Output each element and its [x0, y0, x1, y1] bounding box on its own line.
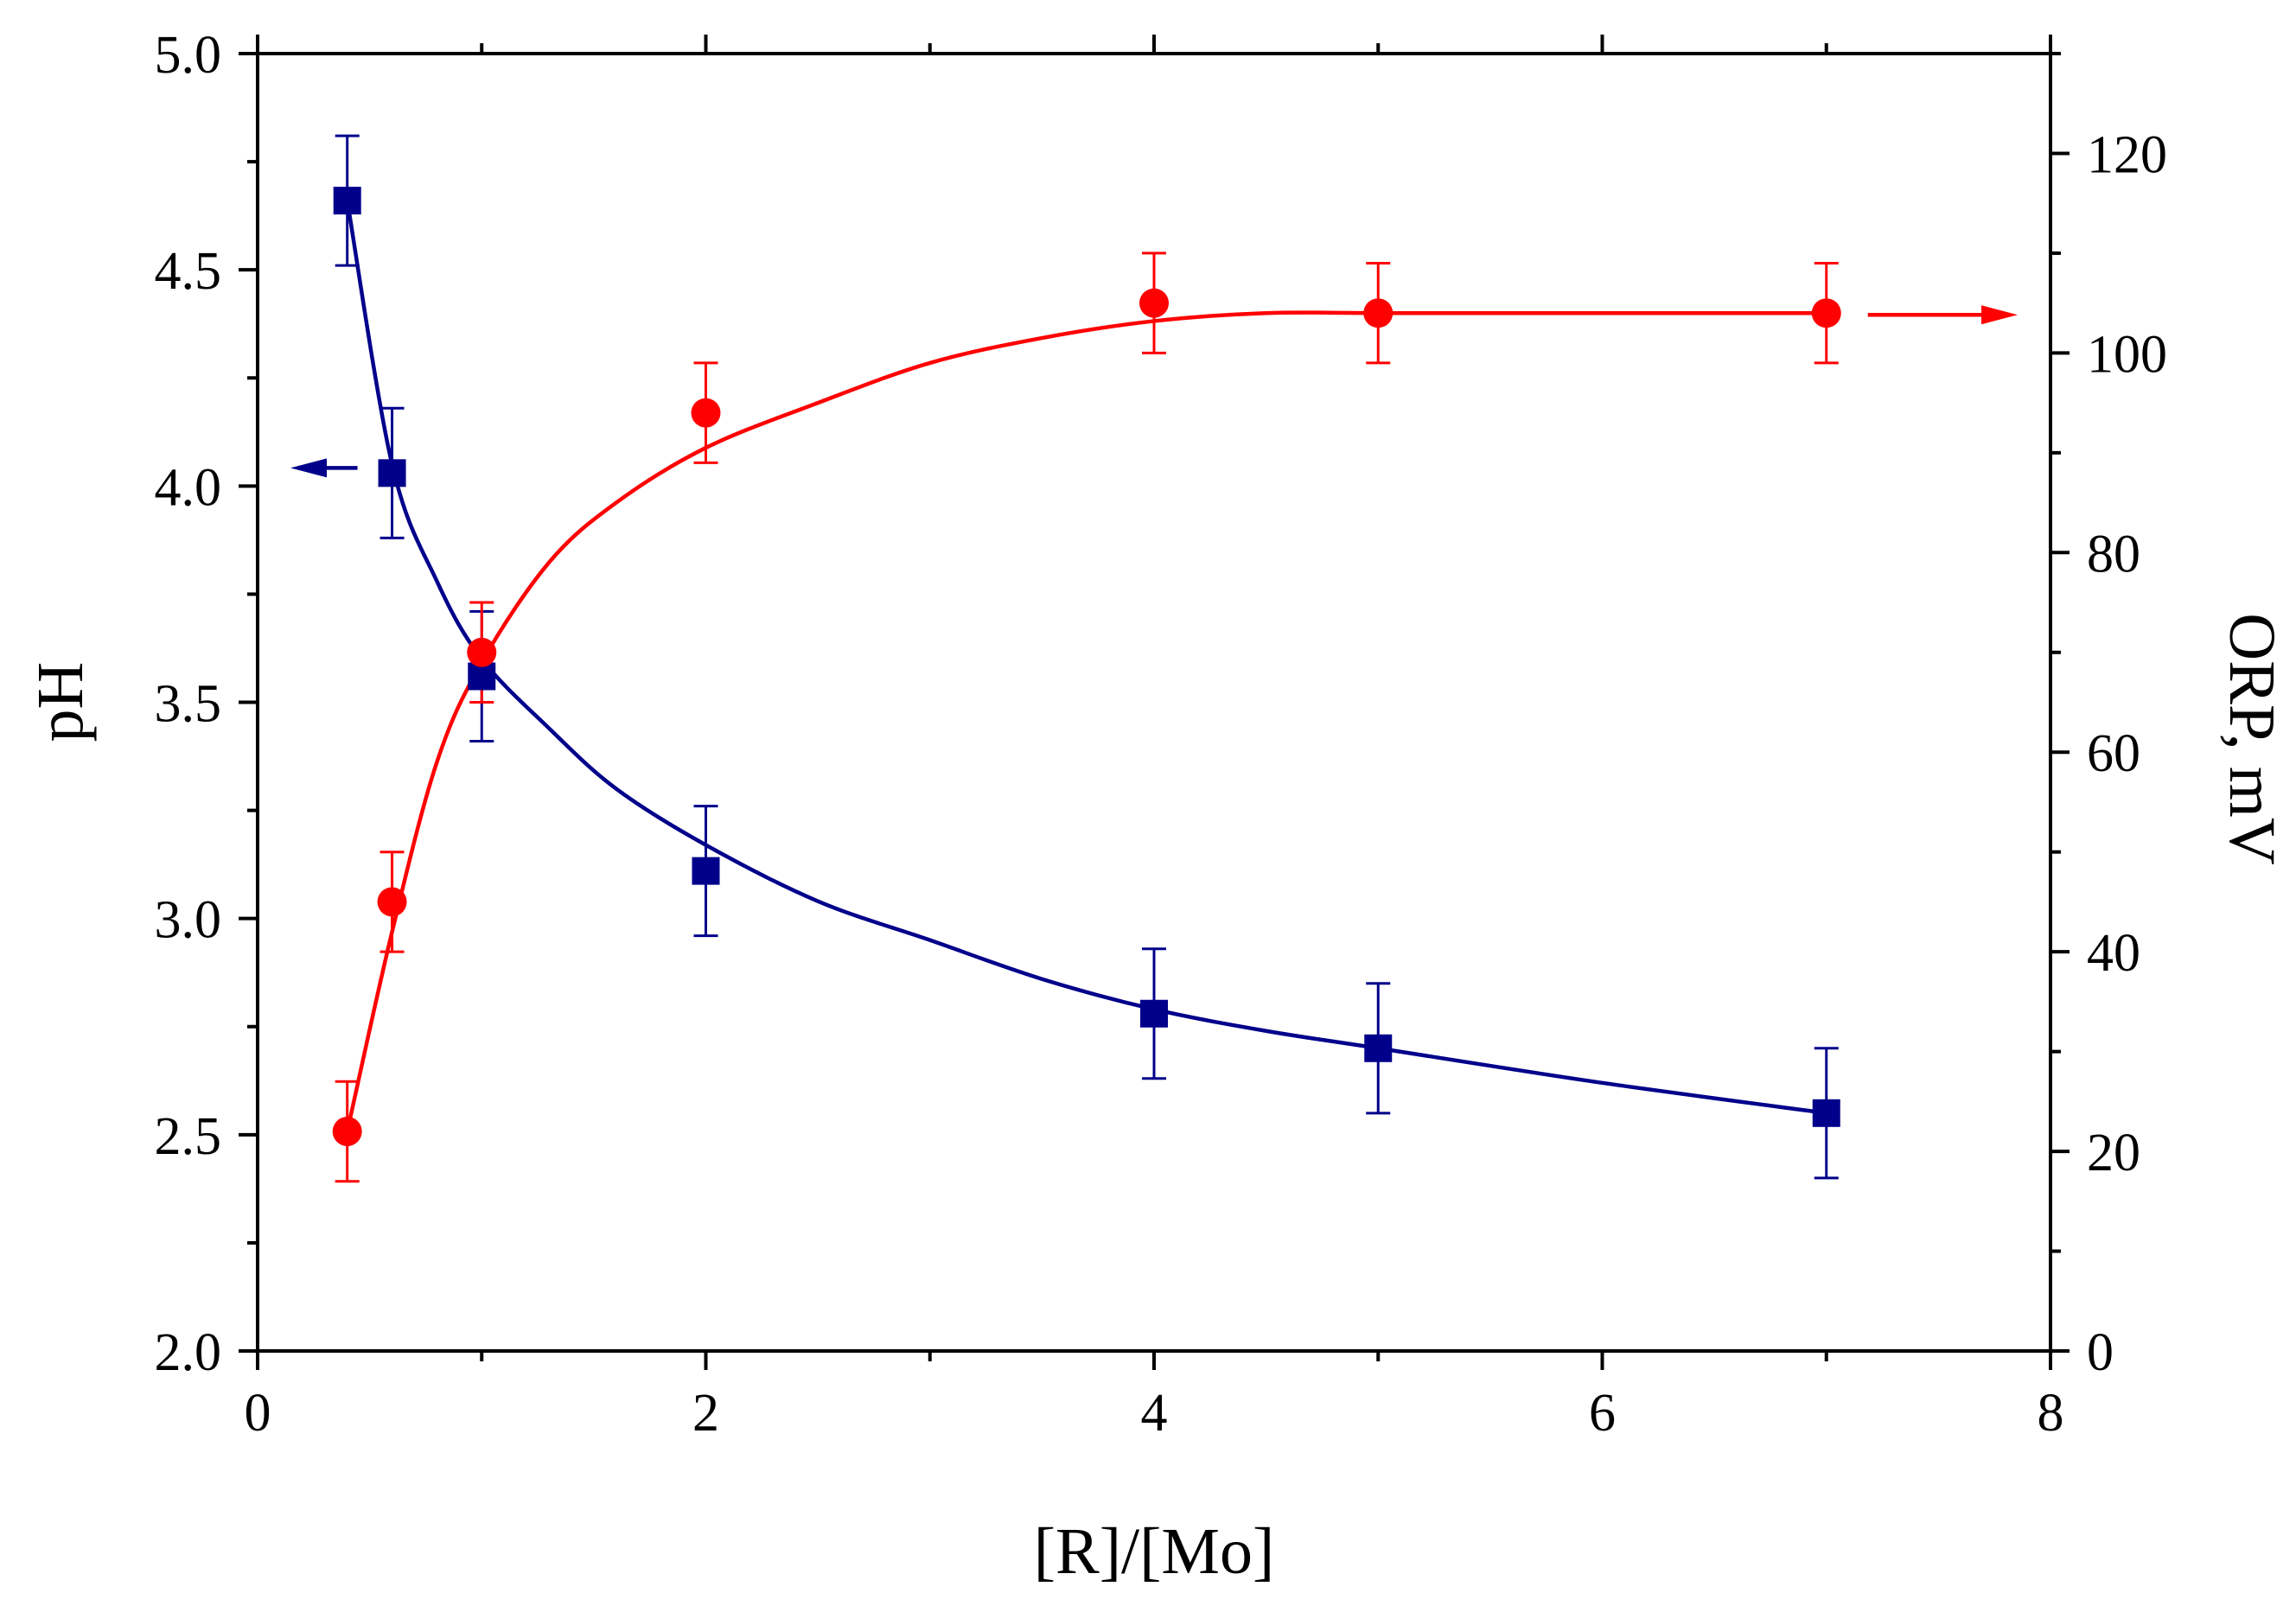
x-tick-label: 0 — [245, 1384, 271, 1443]
y-left-axis-title: pH — [24, 662, 97, 742]
y-right-tick-label: 120 — [2087, 125, 2167, 184]
y-left-tick-label: 2.0 — [155, 1323, 222, 1382]
orp-data-point — [691, 398, 721, 428]
orp-data-point — [1811, 298, 1841, 328]
y-right-tick-label: 0 — [2087, 1323, 2114, 1382]
orp-fit-line — [345, 310, 1827, 1132]
y-right-tick-label: 80 — [2087, 525, 2140, 583]
y-left-tick-label: 2.5 — [155, 1107, 222, 1166]
ph-data-point — [1140, 999, 1168, 1028]
ph-axis-arrow-head — [290, 458, 327, 478]
ph-data-point — [333, 187, 361, 215]
ph-fit-line — [345, 200, 1827, 1116]
y-left-tick-label: 4.0 — [155, 458, 222, 517]
error-bars-layer — [335, 134, 1839, 1183]
ph-data-point — [1812, 1099, 1840, 1127]
orp-data-point — [377, 887, 407, 917]
ph-data-point — [378, 459, 406, 487]
fit-curves-layer — [345, 200, 1827, 1132]
plot-frame — [256, 52, 2052, 1353]
y-right-axis-title: ORP, mV — [2216, 613, 2288, 865]
ph-data-point — [692, 857, 720, 885]
orp-data-point — [1139, 288, 1169, 318]
y-left-tick-label: 3.5 — [155, 675, 222, 734]
y-right-tick-label: 60 — [2087, 724, 2140, 783]
x-tick-label: 8 — [2038, 1384, 2064, 1443]
ph-data-point — [468, 662, 496, 691]
axes-layer: 0 2 4 6 8 2.0 2.5 3.0 3.5 4.0 4.5 5.0 0 20 40 60 80 100 12… — [155, 26, 2168, 1443]
x-tick-label: 2 — [692, 1384, 719, 1443]
y-right-tick-label: 40 — [2087, 924, 2140, 983]
x-tick-label: 4 — [1141, 1384, 1168, 1443]
y-left-tick-label: 3.0 — [155, 891, 222, 950]
axis-arrows-layer — [290, 305, 2018, 478]
x-axis-title: [R]/[Mo] — [1034, 1515, 1275, 1588]
orp-data-point — [467, 637, 497, 667]
data-points-layer — [332, 187, 1841, 1146]
y-left-tick-label: 4.5 — [155, 242, 222, 301]
x-tick-label: 6 — [1589, 1384, 1616, 1443]
y-left-tick-label: 5.0 — [155, 26, 222, 85]
orp-data-point — [1363, 298, 1394, 328]
orp-data-point — [332, 1116, 362, 1146]
orp-axis-arrow-head — [1981, 305, 2018, 325]
y-right-tick-label: 100 — [2087, 325, 2167, 384]
ph-data-point — [1364, 1034, 1393, 1062]
y-right-tick-label: 20 — [2087, 1124, 2140, 1182]
